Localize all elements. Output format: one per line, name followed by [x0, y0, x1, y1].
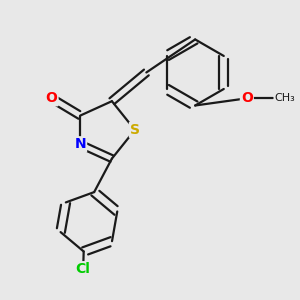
Text: O: O: [46, 91, 58, 105]
Text: CH₃: CH₃: [274, 93, 295, 103]
Text: O: O: [241, 91, 253, 105]
Text: Cl: Cl: [76, 262, 91, 276]
Text: S: S: [130, 123, 140, 137]
Text: N: N: [74, 137, 86, 151]
